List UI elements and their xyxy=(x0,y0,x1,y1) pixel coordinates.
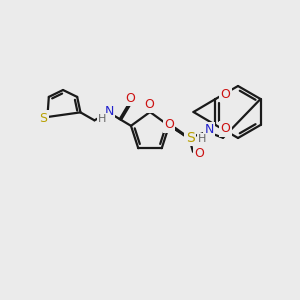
Text: O: O xyxy=(125,92,135,105)
Text: O: O xyxy=(164,118,174,131)
Text: N: N xyxy=(105,105,114,118)
Text: O: O xyxy=(144,98,154,112)
Text: O: O xyxy=(220,122,230,136)
Text: O: O xyxy=(220,88,230,100)
Text: S: S xyxy=(39,112,47,124)
Text: H: H xyxy=(98,114,107,124)
Text: S: S xyxy=(186,131,194,145)
Text: O: O xyxy=(194,147,204,160)
Text: N: N xyxy=(204,123,214,136)
Text: H: H xyxy=(198,134,206,144)
